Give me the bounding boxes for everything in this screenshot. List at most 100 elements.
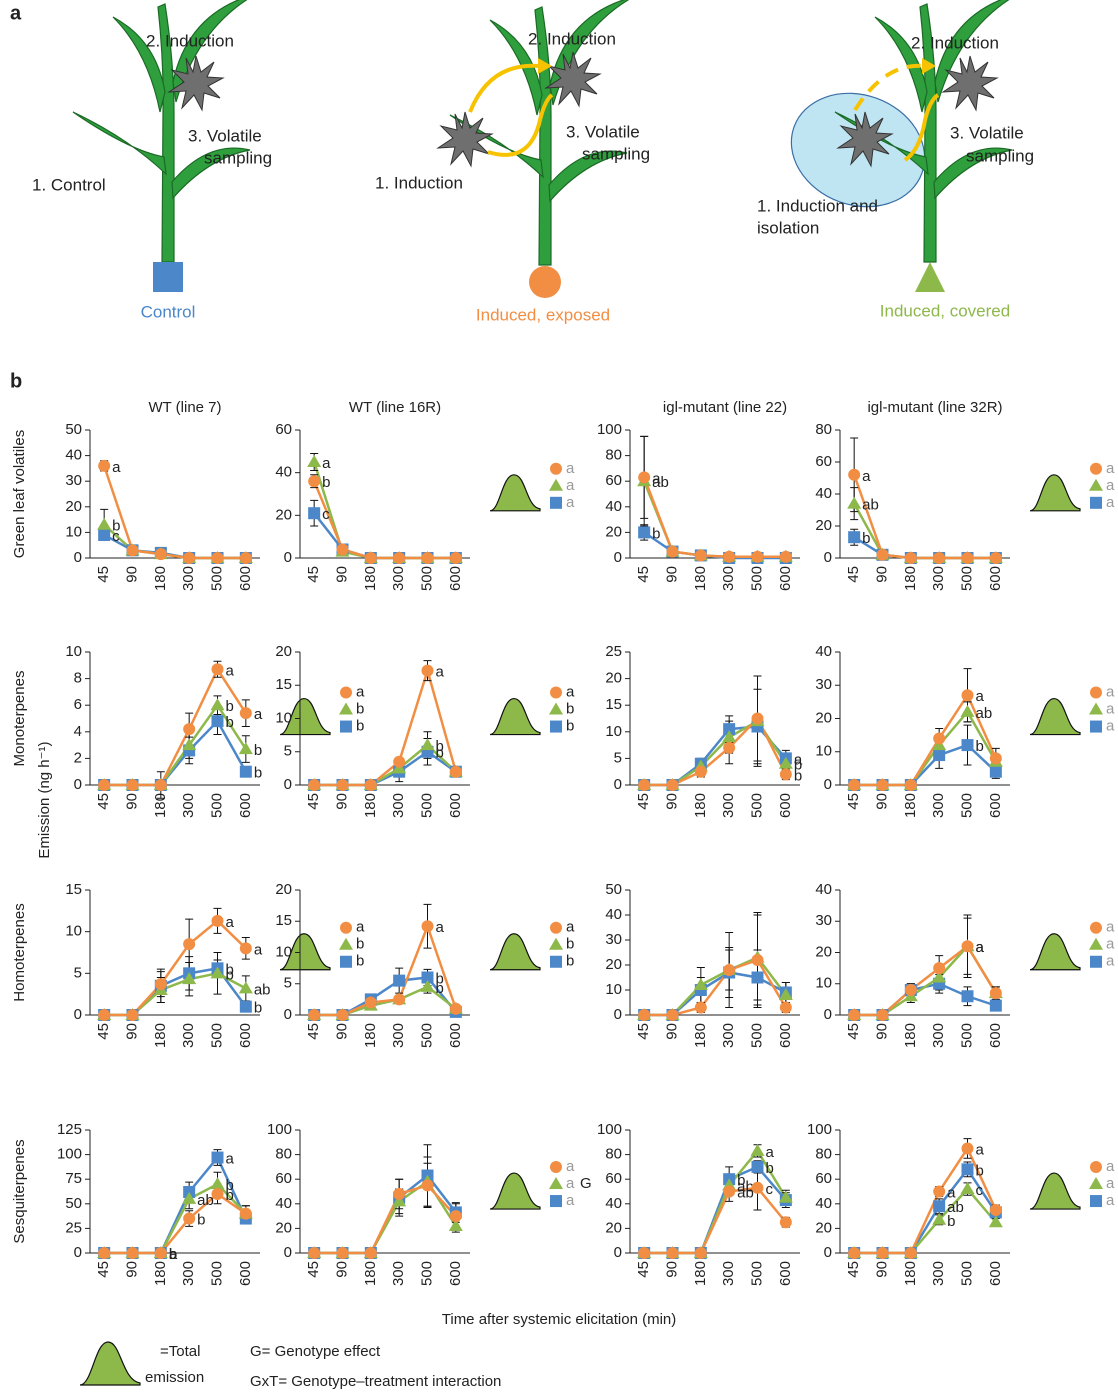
label: sampling xyxy=(204,148,272,167)
x-tick-label: 300 xyxy=(720,1261,737,1286)
marker xyxy=(550,921,562,934)
series-line xyxy=(854,944,997,1017)
x-tick-label: 45 xyxy=(635,793,652,810)
x-tick-label: 600 xyxy=(237,1023,254,1048)
x-tick-label: 600 xyxy=(237,1261,254,1286)
marker xyxy=(421,920,434,933)
total-letter: a xyxy=(1106,460,1115,477)
marker xyxy=(210,698,225,711)
row-label: Sesquiterpenes xyxy=(11,1139,28,1243)
y-tick-label: 5 xyxy=(284,975,292,992)
x-tick-label: 180 xyxy=(152,1261,169,1286)
x-tick-label: 45 xyxy=(845,1261,862,1278)
significance-label: a xyxy=(976,939,985,956)
total-letter: a xyxy=(1106,701,1115,718)
total-letter: b xyxy=(356,718,364,735)
marker xyxy=(932,1212,947,1225)
x-tick-label: 45 xyxy=(95,1261,112,1278)
y-tick-label: 2 xyxy=(74,749,82,766)
marker xyxy=(1089,1177,1103,1190)
x-tick-label: 600 xyxy=(777,1261,794,1286)
marker xyxy=(549,478,563,491)
marker xyxy=(126,779,139,791)
marker xyxy=(848,531,861,544)
x-tick-label: 180 xyxy=(692,1023,709,1048)
y-tick-label: 10 xyxy=(65,523,82,540)
x-tick-label: 90 xyxy=(333,566,350,583)
x-tick-label: 300 xyxy=(180,566,197,591)
y-tick-label: 20 xyxy=(815,709,832,726)
significance-label: a xyxy=(436,919,445,936)
total-letter: a xyxy=(1106,1158,1115,1175)
marker xyxy=(126,544,139,557)
marker xyxy=(421,1179,434,1192)
marker xyxy=(154,1247,167,1259)
x-tick-label: 90 xyxy=(663,1023,680,1040)
y-tick-label: 0 xyxy=(74,1006,82,1023)
total-icon xyxy=(1029,697,1081,736)
significance-label: a xyxy=(226,914,235,931)
x-tick-label: 300 xyxy=(930,1023,947,1048)
y-tick-label: 100 xyxy=(597,421,622,438)
y-tick-label: 20 xyxy=(275,1219,292,1236)
marker xyxy=(723,964,736,976)
marker xyxy=(779,550,792,563)
row-label: Monoterpenes xyxy=(11,671,28,767)
y-tick-label: 6 xyxy=(74,696,82,713)
y-tick-label: 0 xyxy=(614,549,622,566)
marker xyxy=(421,664,434,677)
y-tick-label: 100 xyxy=(57,1146,82,1163)
marker xyxy=(638,526,651,539)
label: 2. Induction xyxy=(146,31,234,50)
y-tick-label: 10 xyxy=(815,975,832,992)
significance-label: b xyxy=(436,980,444,997)
x-tick-label: 180 xyxy=(362,1261,379,1286)
column-title: igl-mutant (line 22) xyxy=(663,399,787,416)
label: 3. Volatile xyxy=(188,126,262,145)
treatment-label: Control xyxy=(141,302,196,321)
marker xyxy=(183,552,196,564)
total-letter: a xyxy=(1106,953,1115,970)
marker xyxy=(550,496,562,509)
y-tick-label: 60 xyxy=(275,1170,292,1187)
significance-label: c xyxy=(322,506,330,523)
y-tick-label: 80 xyxy=(605,447,622,464)
marker xyxy=(393,974,406,987)
marker xyxy=(339,702,353,715)
marker xyxy=(239,765,252,778)
series-line xyxy=(312,461,456,560)
marker xyxy=(876,779,889,791)
marker xyxy=(904,1247,917,1259)
x-tick-label: 45 xyxy=(95,1023,112,1040)
marker xyxy=(340,955,352,968)
y-tick-label: 20 xyxy=(275,881,292,898)
significance-label: b xyxy=(766,1160,774,1177)
marker xyxy=(876,1009,889,1021)
x-tick-label: 45 xyxy=(95,793,112,810)
total-letter: a xyxy=(1106,919,1115,936)
series-line xyxy=(852,474,996,560)
marker xyxy=(550,720,562,733)
y-tick-label: 20 xyxy=(605,523,622,540)
x-tick-label: 500 xyxy=(208,1261,225,1286)
marker xyxy=(550,462,562,475)
marker xyxy=(723,1185,736,1198)
significance-label: ab xyxy=(737,1184,754,1201)
x-tick-label: 300 xyxy=(930,566,947,591)
marker xyxy=(98,1247,111,1259)
total-icon xyxy=(279,933,331,971)
marker xyxy=(751,971,764,984)
total-icon xyxy=(489,933,541,971)
x-tick-label: 180 xyxy=(152,1023,169,1048)
marker xyxy=(1090,496,1102,509)
total-icon xyxy=(1029,1172,1081,1210)
x-tick-label: 180 xyxy=(902,1261,919,1286)
x-tick-label: 300 xyxy=(390,793,407,818)
marker xyxy=(960,704,975,717)
marker xyxy=(848,1247,861,1259)
x-tick-label: 45 xyxy=(305,566,322,583)
marker xyxy=(933,732,946,745)
x-tick-label: 45 xyxy=(845,793,862,810)
x-tick-label: 500 xyxy=(208,566,225,591)
y-tick-label: 20 xyxy=(815,517,832,534)
